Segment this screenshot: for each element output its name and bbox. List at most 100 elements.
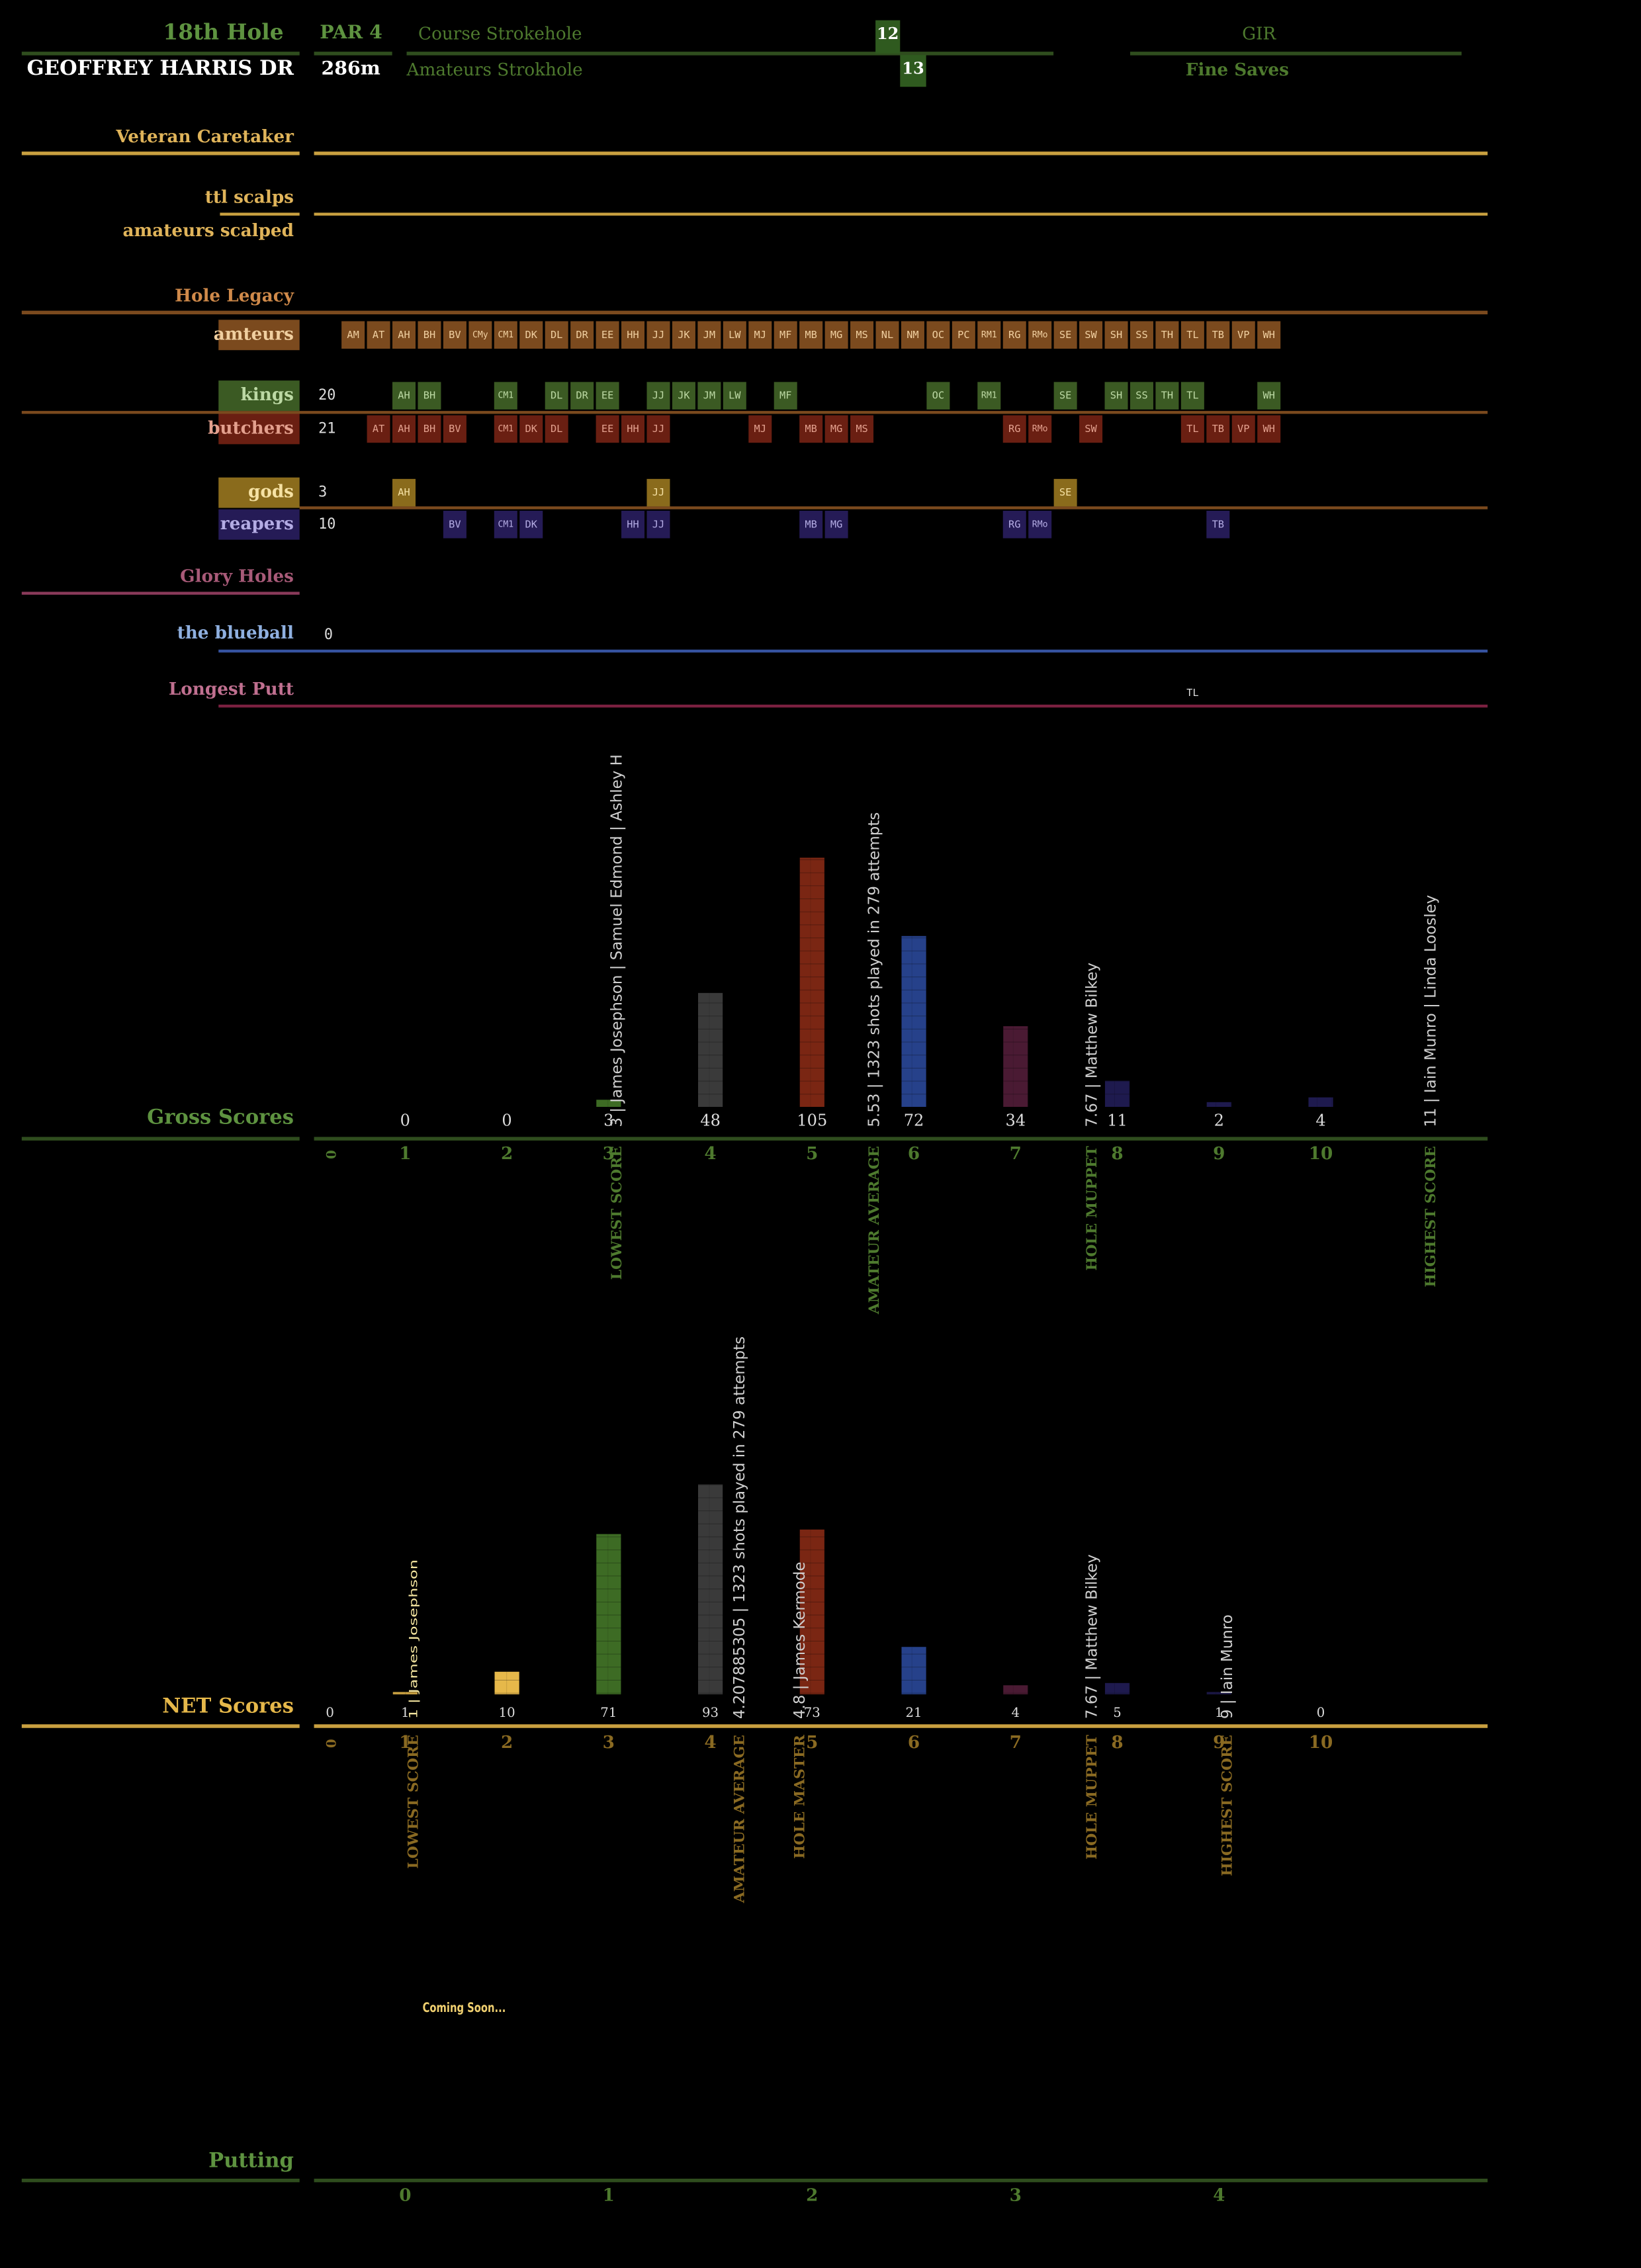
- player-box: [1028, 321, 1052, 349]
- annotation-caption: LOWEST SCORE: [404, 1735, 421, 1868]
- player-initials: HH: [627, 329, 639, 341]
- gir-label: GIR: [1242, 24, 1276, 44]
- row-count: 21: [318, 420, 335, 437]
- player-initials: WH: [1263, 423, 1274, 435]
- player-initials: TH: [1161, 390, 1173, 402]
- player-box: [799, 510, 823, 539]
- x-tick-label: 1: [399, 1732, 411, 1753]
- player-initials: RM1: [981, 391, 997, 401]
- player-initials: RG: [1008, 423, 1020, 435]
- player-initials: CM1: [498, 519, 513, 529]
- player-initials: AH: [398, 423, 410, 435]
- player-box: [1079, 415, 1103, 443]
- x-tick-label: 10: [1309, 1143, 1333, 1164]
- player-box: [1053, 382, 1077, 410]
- player-initials: SE: [1059, 390, 1071, 402]
- value-label: 71: [600, 1705, 617, 1720]
- row-label-box: [218, 414, 300, 445]
- player-box: [392, 415, 416, 443]
- player-box: [1079, 321, 1103, 349]
- section-title: Putting: [208, 2148, 294, 2172]
- player-box: [1130, 321, 1153, 349]
- value-label: 0: [1317, 1705, 1325, 1720]
- player-box: [519, 510, 543, 539]
- player-box: [341, 321, 365, 349]
- player-box: [392, 382, 416, 410]
- player-box: [494, 321, 517, 349]
- par: PAR 4: [320, 21, 382, 43]
- x-tick-label: 0: [323, 1739, 338, 1748]
- blueball-count: 0: [324, 627, 333, 643]
- value-label: 0: [326, 1705, 334, 1720]
- player-box: [646, 478, 670, 507]
- coming-soon: Coming Soon...: [423, 2001, 506, 2016]
- section-title: amateurs scalped: [123, 220, 294, 241]
- player-box: [723, 382, 746, 410]
- section-title: Veteran Caretaker: [115, 126, 294, 147]
- player-box: [774, 321, 797, 349]
- annotation-caption: HOLE MUPPET: [1083, 1145, 1100, 1270]
- player-initials: JJ: [652, 518, 664, 530]
- player-initials: NM: [907, 329, 918, 341]
- player-initials: SS: [1135, 329, 1147, 341]
- player-initials: BV: [449, 518, 461, 530]
- x-tick-label: 9: [1213, 1143, 1225, 1164]
- player-initials: VP: [1237, 329, 1249, 341]
- player-initials: TL: [1186, 687, 1198, 699]
- player-initials: DL: [551, 329, 562, 341]
- player-initials: MG: [830, 423, 842, 435]
- x-tick-label: 6: [908, 1143, 920, 1164]
- player-initials: SW: [1085, 423, 1097, 435]
- player-box: [1231, 415, 1255, 443]
- player-initials: SS: [1135, 390, 1147, 402]
- player-initials: BV: [449, 423, 461, 435]
- player-box: [1180, 415, 1204, 443]
- player-initials: TB: [1212, 423, 1224, 435]
- bar-texture: [1206, 1692, 1231, 1694]
- x-tick-label: 7: [1010, 1143, 1022, 1164]
- player-initials: TH: [1161, 329, 1173, 341]
- player-box: [418, 321, 441, 349]
- x-tick-label: 0: [323, 1150, 338, 1159]
- player-box: [468, 321, 492, 349]
- annotation-caption: LOWEST SCORE: [608, 1146, 625, 1280]
- row-label: reapers: [220, 513, 294, 534]
- player-initials: MG: [830, 518, 842, 530]
- x-tick-label: 3: [1010, 2185, 1022, 2206]
- player-initials: LW: [729, 390, 741, 402]
- player-initials: AT: [373, 329, 384, 341]
- x-tick-label: 10: [1309, 1732, 1333, 1753]
- player-initials: DK: [525, 423, 538, 435]
- player-box: [748, 321, 772, 349]
- value-label: 73: [804, 1705, 820, 1720]
- player-initials: MB: [805, 329, 817, 341]
- bar-texture: [1003, 1685, 1028, 1694]
- player-initials: DL: [551, 423, 562, 435]
- player-initials: PC: [957, 329, 969, 341]
- player-box: [646, 415, 670, 443]
- row-label-box: [218, 477, 300, 508]
- player-initials: TB: [1212, 518, 1224, 530]
- player-initials: MJ: [754, 423, 766, 435]
- bar-texture: [392, 1692, 418, 1694]
- player-box: [977, 382, 1001, 410]
- player-initials: BH: [423, 329, 435, 341]
- player-initials: SE: [1059, 329, 1071, 341]
- player-initials: AH: [398, 486, 410, 498]
- player-box: [418, 415, 441, 443]
- player-box: [646, 321, 670, 349]
- player-initials: MS: [856, 329, 867, 341]
- player-initials: LW: [729, 329, 741, 341]
- x-tick-label: 9: [1213, 1732, 1225, 1753]
- player-initials: NL: [881, 329, 893, 341]
- row-count: 20: [318, 387, 335, 404]
- player-initials: MB: [805, 423, 817, 435]
- player-initials: MG: [830, 329, 842, 341]
- player-box: [545, 382, 568, 410]
- player-initials: CM1: [498, 424, 513, 434]
- player-box: [977, 321, 1001, 349]
- player-box: [570, 321, 594, 349]
- x-tick-label: 8: [1111, 1732, 1123, 1753]
- value-label: 48: [700, 1111, 721, 1129]
- annotation-caption: HIGHEST SCORE: [1218, 1735, 1235, 1876]
